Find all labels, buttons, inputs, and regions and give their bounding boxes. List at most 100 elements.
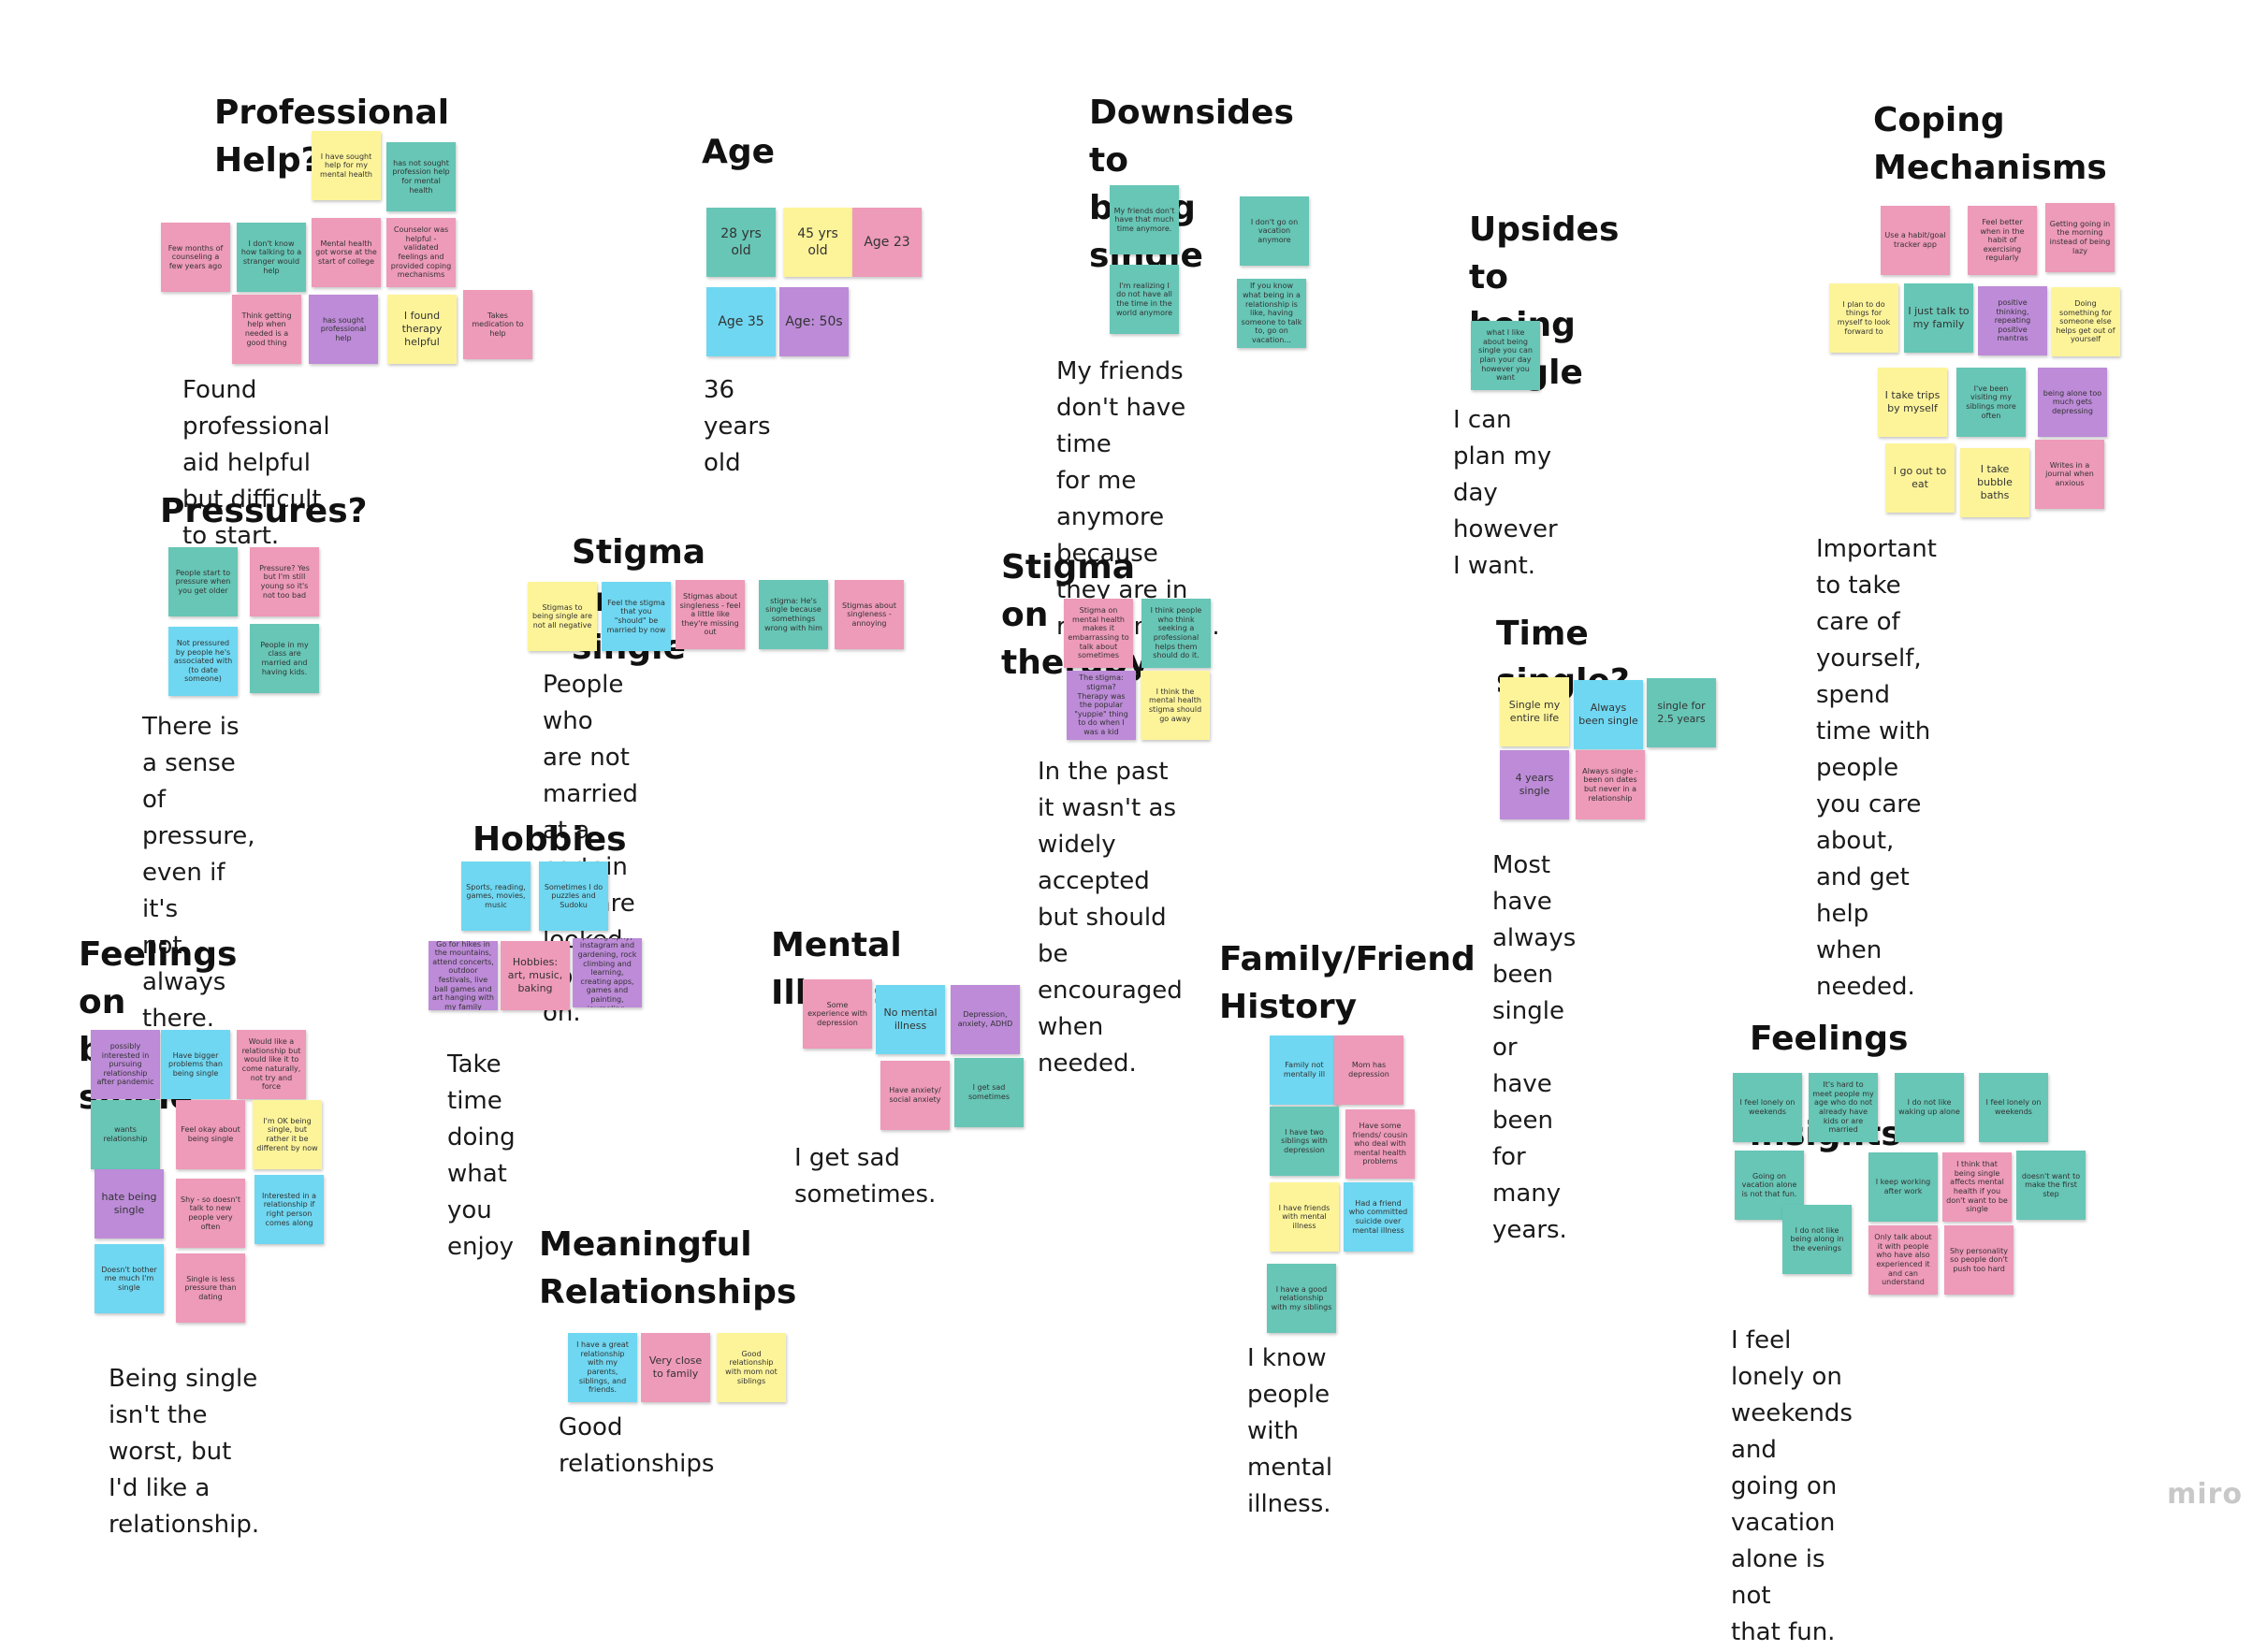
sticky-note[interactable]: If you know what being in a relationship… — [1237, 279, 1306, 348]
cluster-title: Pressures? — [160, 492, 368, 530]
sticky-note[interactable]: I just talk to my family — [1904, 283, 1973, 353]
sticky-note[interactable]: I get sad sometimes — [954, 1058, 1024, 1127]
sticky-note[interactable]: Go for hikes in the mountains, attend co… — [429, 941, 498, 1010]
sticky-note[interactable]: Some experience with depression — [803, 979, 872, 1049]
sticky-note[interactable]: I have friends with mental illness — [1270, 1182, 1339, 1252]
sticky-note[interactable]: Always single - been on dates but never … — [1576, 750, 1645, 819]
sticky-note[interactable]: I do not like waking up alone — [1895, 1073, 1964, 1142]
sticky-note[interactable]: Good relationship with mom not siblings — [717, 1333, 786, 1402]
sticky-note[interactable]: 4 years single — [1500, 750, 1569, 819]
sticky-note[interactable]: I go out to eat — [1885, 443, 1955, 513]
sticky-note[interactable]: has sought professional help — [309, 295, 378, 364]
sticky-note[interactable]: The stigma: stigma? Therapy was the popu… — [1067, 671, 1136, 740]
sticky-note[interactable]: Interested in a relationship if right pe… — [254, 1175, 324, 1244]
sticky-note[interactable]: People start to pressure when you get ol… — [168, 547, 238, 616]
sticky-note[interactable]: 28 yrs old — [706, 208, 776, 277]
sticky-note[interactable]: Have bigger problems than being single — [161, 1030, 230, 1099]
sticky-note[interactable]: I think that being single affects mental… — [1942, 1152, 2012, 1222]
sticky-note[interactable]: Sports, reading, games, movies, music — [461, 862, 531, 931]
cluster-summary: I feel lonely on weekends and going on v… — [1731, 1326, 1853, 1646]
sticky-note[interactable]: Mental health got worse at the start of … — [312, 218, 381, 287]
sticky-note[interactable]: I plan to do things for myself to look f… — [1829, 283, 1898, 353]
sticky-note[interactable]: I'm realizing I do not have all the time… — [1110, 265, 1179, 334]
sticky-note[interactable]: I'm OK being single, but rather it be di… — [253, 1100, 322, 1169]
sticky-note[interactable]: It's hard to meet people my age who do n… — [1809, 1073, 1878, 1142]
sticky-note[interactable]: Would like a relationship but would like… — [237, 1030, 306, 1099]
sticky-note[interactable]: Have some friends/ cousin who deal with … — [1345, 1109, 1415, 1179]
sticky-note[interactable]: has not sought profession help for menta… — [386, 142, 456, 211]
sticky-note[interactable]: single for 2.5 years — [1647, 678, 1716, 747]
sticky-note[interactable]: possibly interested in pursuing relation… — [91, 1030, 160, 1099]
sticky-note[interactable]: Age 23 — [852, 208, 922, 277]
sticky-note[interactable]: Shy personality so people don't push too… — [1944, 1225, 2014, 1295]
sticky-note[interactable]: Only talk about it with people who have … — [1868, 1225, 1938, 1295]
sticky-note[interactable]: I don't go on vacation anymore — [1240, 196, 1309, 266]
sticky-note[interactable]: Going on vacation alone is not that fun. — [1735, 1151, 1804, 1220]
sticky-note[interactable]: Few months of counseling a few years ago — [161, 223, 230, 292]
sticky-note[interactable]: Takes medication to help — [463, 290, 532, 359]
sticky-note[interactable]: Age: 50s — [779, 287, 849, 356]
sticky-note[interactable]: I think people who think seeking a profe… — [1141, 599, 1211, 668]
sticky-note[interactable]: I do not like being along in the evening… — [1782, 1205, 1852, 1274]
sticky-note[interactable]: Very close to family — [641, 1333, 710, 1402]
cluster-summary: Most have always been single or have bee… — [1492, 851, 1577, 1244]
sticky-note[interactable]: Writes in a journal when anxious — [2035, 440, 2104, 509]
sticky-note[interactable]: Not pressured by people he's associated … — [168, 627, 238, 696]
sticky-note[interactable]: 45 yrs old — [783, 208, 852, 277]
sticky-note[interactable]: Feel okay about being single — [176, 1100, 245, 1169]
sticky-note[interactable]: Had a friend who committed suicide over … — [1344, 1182, 1413, 1252]
sticky-note[interactable]: Sometimes I do puzzles and Sudoku — [539, 862, 608, 931]
sticky-note[interactable]: Use a habit/goal tracker app — [1881, 206, 1950, 275]
sticky-note[interactable]: Doesn't bother me much I'm single — [94, 1244, 164, 1313]
sticky-note[interactable]: doesn't want to make the first step — [2016, 1151, 2086, 1220]
sticky-note[interactable]: I take bubble baths — [1960, 448, 2029, 517]
sticky-note[interactable]: Family not mentally ill — [1270, 1035, 1339, 1105]
sticky-note[interactable]: I have two siblings with depression — [1270, 1107, 1339, 1176]
sticky-note[interactable]: Feel better when in the habit of exercis… — [1968, 206, 2037, 275]
sticky-note[interactable]: Age 35 — [706, 287, 776, 356]
sticky-note[interactable]: Doing something for someone else helps g… — [2051, 287, 2120, 356]
sticky-note[interactable]: Pressure? Yes but I'm still young so it'… — [250, 547, 319, 616]
sticky-note[interactable]: being alone too much gets depressing — [2038, 368, 2107, 437]
sticky-note[interactable]: Hobbies: art, music, baking — [501, 941, 570, 1010]
sticky-note[interactable]: I keep working after work — [1868, 1152, 1938, 1222]
sticky-note[interactable]: Single is less pressure than dating — [176, 1253, 245, 1323]
sticky-note[interactable]: Indoor: photography, instagram and garde… — [573, 938, 642, 1007]
sticky-note[interactable]: People in my class are married and havin… — [250, 624, 319, 693]
sticky-note[interactable]: I feel lonely on weekends — [1733, 1073, 1802, 1142]
sticky-note[interactable]: Single my entire life — [1500, 677, 1569, 746]
sticky-note[interactable]: I think the mental health stigma should … — [1141, 671, 1210, 740]
sticky-note[interactable]: I don't know how talking to a stranger w… — [237, 223, 306, 292]
sticky-note[interactable]: Stigmas about singleness - annoying — [835, 580, 904, 649]
sticky-note[interactable]: Always been single — [1574, 680, 1643, 749]
sticky-note[interactable]: Counselor was helpful - validated feelin… — [386, 218, 456, 287]
sticky-note[interactable]: Stigmas about singleness - feel a little… — [676, 580, 745, 649]
sticky-note[interactable]: Getting going in the morning instead of … — [2045, 203, 2115, 272]
sticky-note[interactable]: Mom has depression — [1334, 1035, 1403, 1105]
sticky-note[interactable]: Stigmas to being single are not all nega… — [528, 582, 597, 651]
sticky-note[interactable]: I found therapy helpful — [387, 295, 457, 364]
cluster-summary: I get sad sometimes. — [794, 1144, 937, 1209]
sticky-note[interactable]: Stigma on mental health makes it embarra… — [1064, 599, 1133, 668]
sticky-note[interactable]: wants relationship — [91, 1100, 160, 1169]
sticky-note[interactable]: I have a good relationship with my sibli… — [1267, 1264, 1336, 1333]
sticky-note[interactable]: Shy - so doesn't talk to new people very… — [176, 1179, 245, 1248]
sticky-note[interactable]: hate being single — [94, 1169, 164, 1238]
sticky-note[interactable]: I feel lonely on weekends — [1979, 1073, 2048, 1142]
sticky-note[interactable]: No mental illness — [876, 985, 945, 1054]
cluster-summary: Found professional aid helpful but diffi… — [182, 376, 330, 550]
sticky-note[interactable]: I have sought help for my mental health — [312, 131, 381, 200]
sticky-note[interactable]: Feel the stigma that you "should" be mar… — [602, 582, 671, 651]
sticky-note[interactable]: Think getting help when needed is a good… — [232, 295, 301, 364]
sticky-note[interactable]: Have anxiety/ social anxiety — [880, 1061, 950, 1130]
sticky-note[interactable]: My friends don't have that much time any… — [1110, 185, 1179, 254]
cluster-summary: Take time doing what you enjoy — [447, 1050, 516, 1261]
sticky-note[interactable]: stigma: He's single because somethings w… — [759, 580, 828, 649]
sticky-note[interactable]: what I like about being single you can p… — [1471, 321, 1540, 390]
sticky-note[interactable]: positive thinking, repeating positive ma… — [1978, 286, 2047, 355]
sticky-note[interactable]: I take trips by myself — [1878, 368, 1947, 437]
sticky-note[interactable]: I've been visiting my siblings more ofte… — [1956, 368, 2026, 437]
sticky-note[interactable]: I have a great relationship with my pare… — [568, 1333, 637, 1402]
cluster-title: Family/Friend History — [1219, 940, 1476, 1026]
sticky-note[interactable]: Depression, anxiety, ADHD — [951, 985, 1020, 1054]
